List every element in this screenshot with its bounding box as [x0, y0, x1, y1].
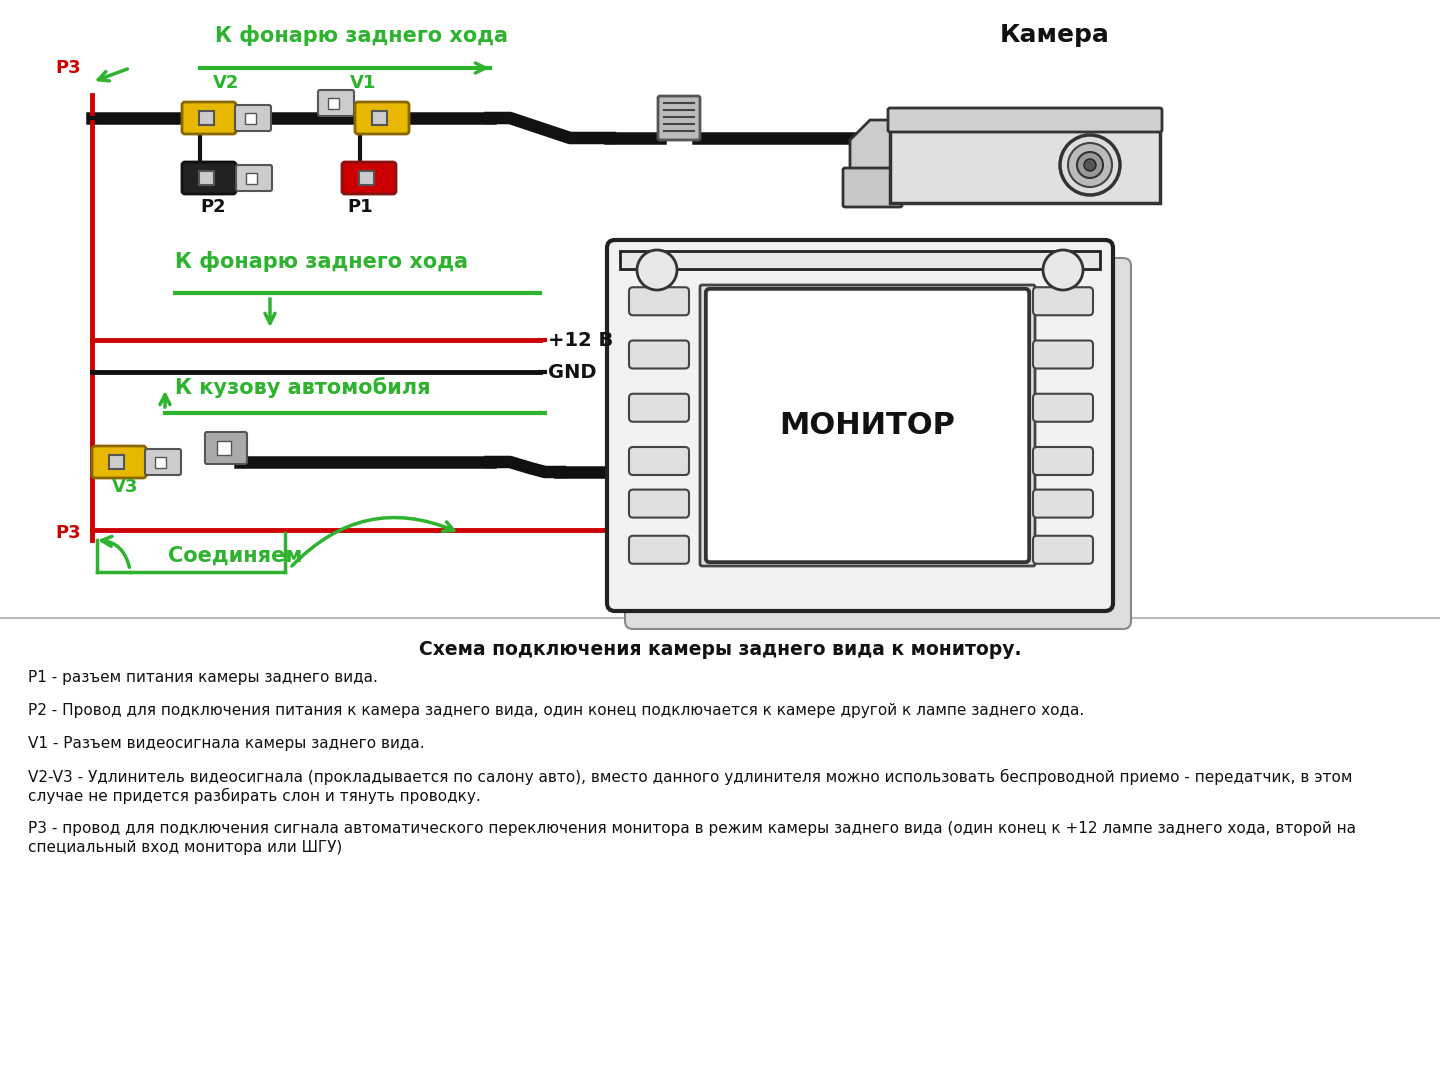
Bar: [360, 170, 374, 185]
Text: GND: GND: [549, 362, 596, 382]
FancyBboxPatch shape: [629, 536, 688, 564]
Bar: [621, 251, 1100, 269]
FancyBboxPatch shape: [625, 258, 1130, 629]
FancyBboxPatch shape: [92, 446, 145, 478]
Text: P2: P2: [200, 198, 226, 215]
FancyBboxPatch shape: [700, 285, 1035, 566]
FancyBboxPatch shape: [318, 90, 354, 116]
Text: V3: V3: [112, 478, 138, 496]
Text: К кузову автомобиля: К кузову автомобиля: [176, 377, 431, 398]
FancyBboxPatch shape: [629, 393, 688, 421]
Text: К фонарю заднего хода: К фонарю заднего хода: [215, 25, 508, 46]
FancyBboxPatch shape: [1032, 287, 1093, 315]
Text: P1: P1: [347, 198, 373, 215]
Text: Схема подключения камеры заднего вида к монитору.: Схема подключения камеры заднего вида к …: [419, 640, 1021, 659]
FancyArrowPatch shape: [102, 536, 130, 567]
Circle shape: [1084, 159, 1096, 172]
Circle shape: [1068, 143, 1112, 187]
FancyBboxPatch shape: [181, 102, 236, 134]
FancyBboxPatch shape: [145, 449, 181, 475]
FancyBboxPatch shape: [1032, 536, 1093, 564]
Text: МОНИТОР: МОНИТОР: [779, 411, 955, 440]
Bar: [328, 98, 338, 108]
FancyBboxPatch shape: [608, 240, 1113, 611]
FancyBboxPatch shape: [629, 490, 688, 518]
FancyBboxPatch shape: [706, 289, 1030, 562]
Text: P2 - Провод для подключения питания к камера заднего вида, один конец подключает: P2 - Провод для подключения питания к ка…: [27, 703, 1084, 718]
Text: P3 - провод для подключения сигнала автоматического переключения монитора в режи: P3 - провод для подключения сигнала авто…: [27, 821, 1356, 836]
Bar: [199, 110, 213, 125]
Circle shape: [1060, 135, 1120, 195]
FancyBboxPatch shape: [1032, 341, 1093, 369]
Bar: [199, 170, 213, 185]
FancyBboxPatch shape: [235, 105, 271, 131]
Text: случае не придется разбирать слон и тянуть проводку.: случае не придется разбирать слон и тяну…: [27, 788, 481, 804]
FancyBboxPatch shape: [629, 341, 688, 369]
FancyBboxPatch shape: [629, 287, 688, 315]
Text: V1 - Разъем видеосигнала камеры заднего вида.: V1 - Разъем видеосигнала камеры заднего …: [27, 736, 425, 751]
FancyBboxPatch shape: [842, 168, 901, 207]
Circle shape: [636, 250, 677, 291]
Circle shape: [1043, 250, 1083, 291]
Text: +12 В: +12 В: [549, 330, 613, 349]
Polygon shape: [850, 120, 896, 203]
FancyBboxPatch shape: [658, 96, 700, 140]
Bar: [216, 441, 230, 455]
FancyBboxPatch shape: [356, 102, 409, 134]
Bar: [245, 113, 256, 123]
Text: P3: P3: [55, 59, 81, 77]
FancyArrowPatch shape: [292, 518, 454, 566]
Text: специальный вход монитора или ШГУ): специальный вход монитора или ШГУ): [27, 840, 343, 855]
FancyBboxPatch shape: [343, 162, 396, 194]
Text: Соединяем: Соединяем: [168, 546, 302, 566]
Bar: [373, 110, 387, 125]
FancyBboxPatch shape: [1032, 490, 1093, 518]
FancyBboxPatch shape: [236, 165, 272, 191]
Text: P1 - разъем питания камеры заднего вида.: P1 - разъем питания камеры заднего вида.: [27, 670, 377, 685]
Text: P3: P3: [55, 524, 81, 542]
FancyBboxPatch shape: [1032, 447, 1093, 475]
FancyBboxPatch shape: [1032, 393, 1093, 421]
Circle shape: [1077, 152, 1103, 178]
FancyBboxPatch shape: [629, 447, 688, 475]
FancyBboxPatch shape: [204, 432, 248, 464]
Polygon shape: [890, 126, 1161, 203]
FancyBboxPatch shape: [706, 289, 1030, 562]
Text: V2-V3 - Удлинитель видеосигнала (прокладывается по салону авто), вместо данного : V2-V3 - Удлинитель видеосигнала (проклад…: [27, 769, 1352, 785]
FancyBboxPatch shape: [888, 108, 1162, 132]
Text: V2: V2: [213, 74, 239, 92]
Text: V1: V1: [350, 74, 376, 92]
Bar: [156, 457, 166, 467]
Text: Камера: Камера: [999, 23, 1110, 47]
Text: К фонарю заднего хода: К фонарю заднего хода: [176, 251, 468, 272]
Bar: [246, 173, 256, 183]
Bar: [109, 455, 124, 470]
FancyBboxPatch shape: [181, 162, 236, 194]
